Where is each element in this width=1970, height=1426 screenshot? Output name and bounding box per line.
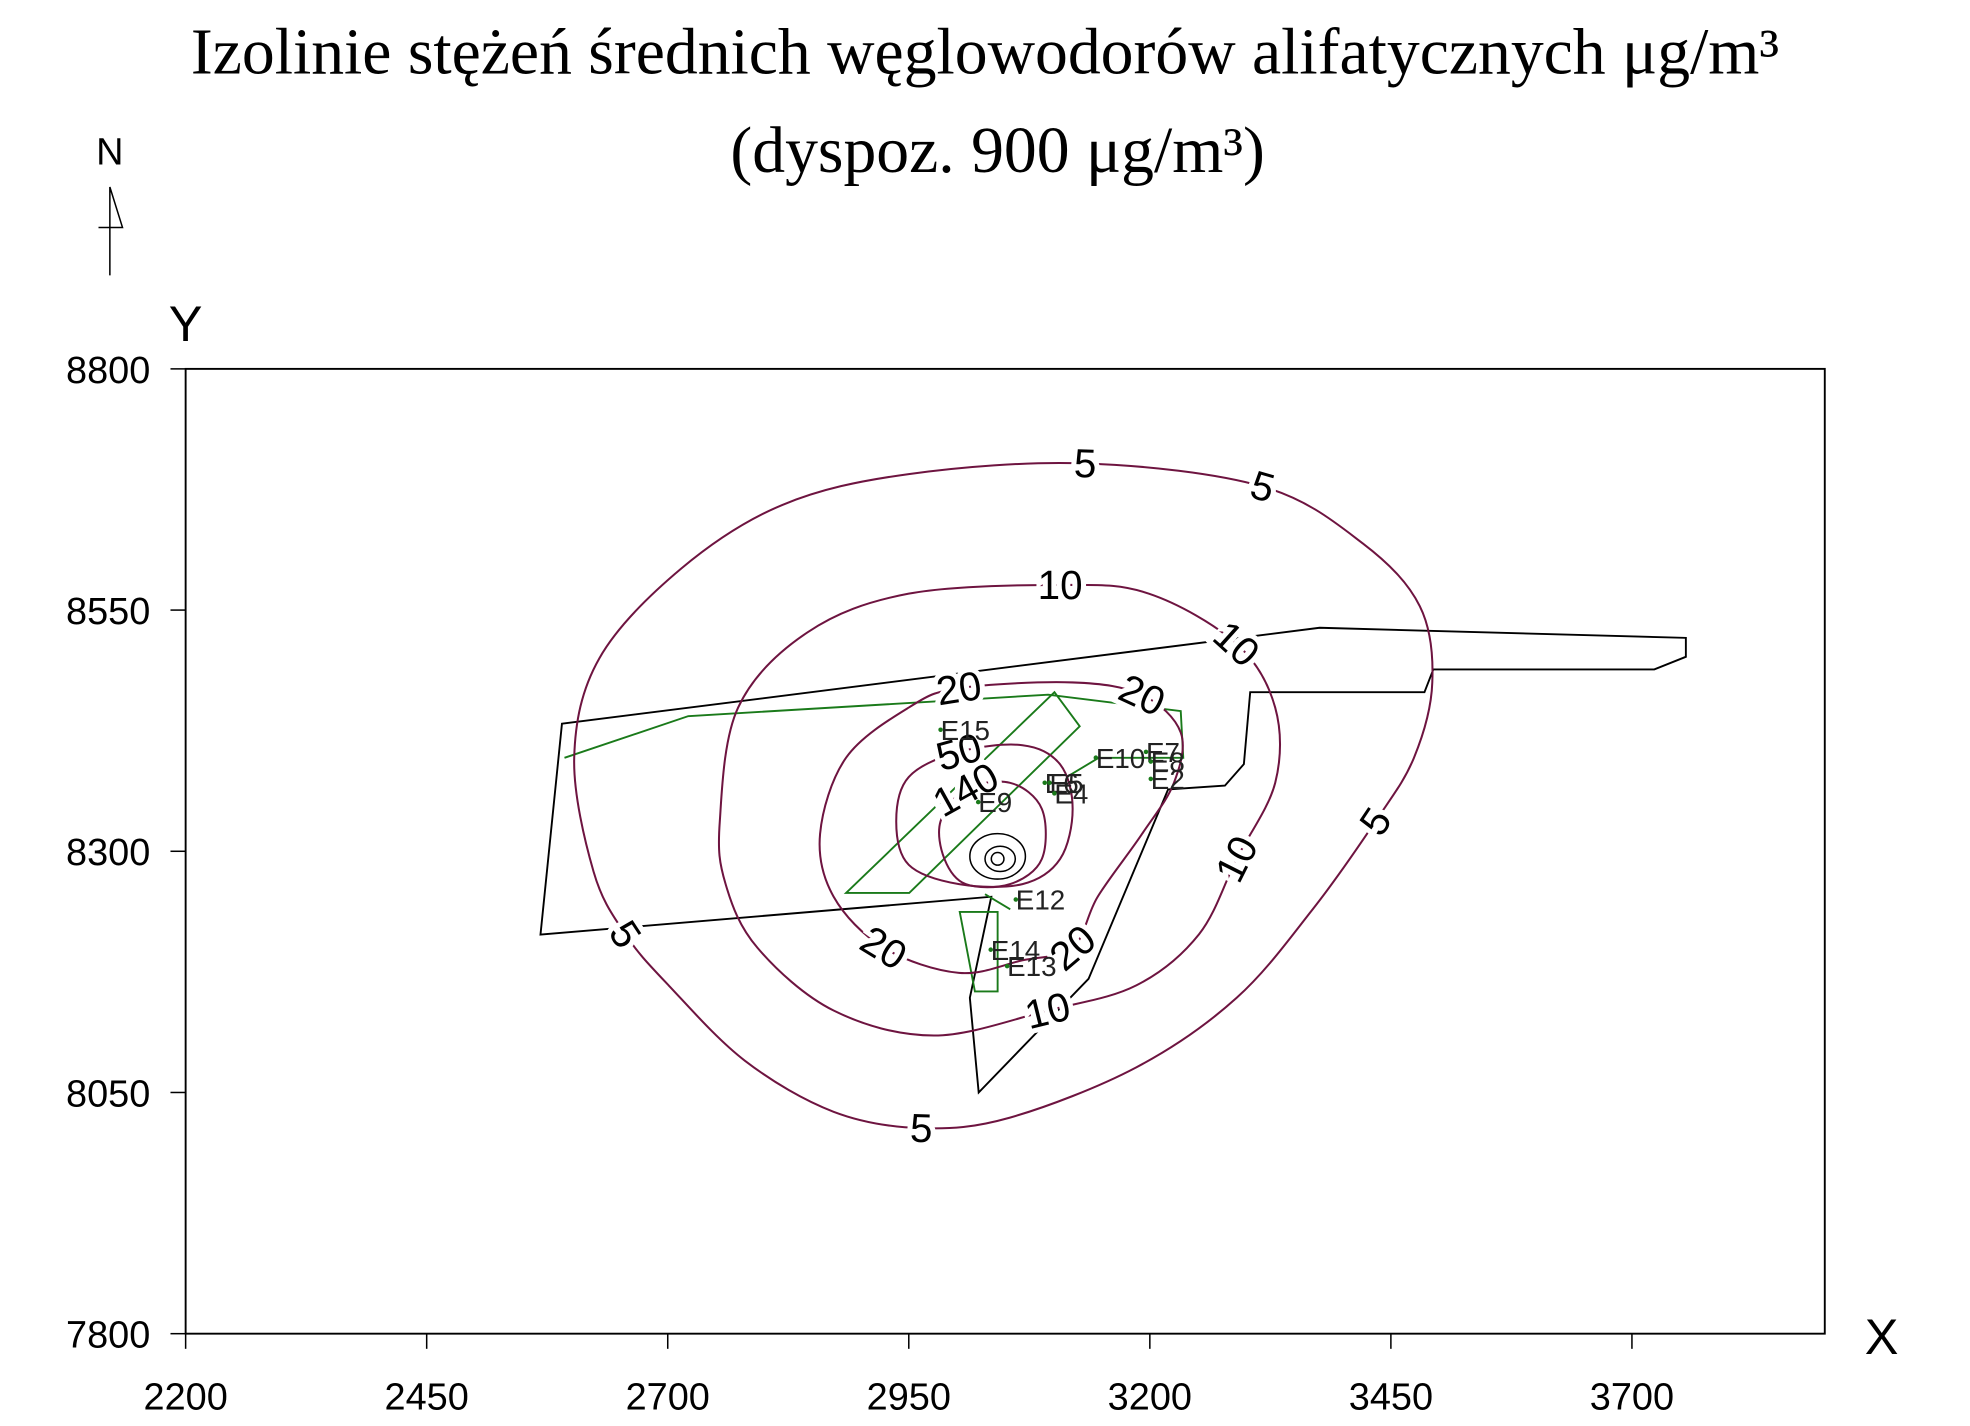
x-tick-label: 2700	[626, 1376, 710, 1418]
source-label: E14	[991, 935, 1040, 966]
isoline	[573, 462, 1434, 1130]
source-label: E13	[1007, 951, 1056, 982]
source-label: E12	[1016, 885, 1065, 916]
x-tick-label: 2450	[385, 1376, 469, 1418]
isoline	[895, 743, 1074, 888]
source-point	[1052, 791, 1057, 796]
x-tick-label: 3450	[1349, 1376, 1433, 1418]
isoline	[818, 681, 1184, 975]
y-tick-label: 8550	[66, 591, 150, 633]
x-tick-label: 2950	[867, 1376, 951, 1418]
source-point	[1047, 780, 1052, 786]
source-point	[1143, 749, 1149, 755]
x-tick-label: 3700	[1590, 1376, 1674, 1418]
y-tick-label: 7800	[66, 1315, 150, 1357]
north-label: N	[96, 131, 123, 173]
facility-outline	[539, 626, 1687, 1095]
inner-isolines	[969, 832, 1027, 880]
source-label: E8	[1151, 747, 1185, 778]
source-label: E15	[941, 715, 990, 746]
isoline-label: 20	[933, 662, 984, 714]
source-point	[1093, 755, 1099, 760]
source-label: E4	[1054, 778, 1088, 809]
isoline	[717, 583, 1281, 1037]
isoline-label: 10	[1038, 562, 1083, 608]
isoline-label: 5	[909, 1105, 933, 1152]
chart-title: Izolinie stężeń średnich węglowodorów al…	[191, 15, 1779, 88]
source-label: E2	[1151, 764, 1185, 795]
x-tick-label: 3200	[1108, 1376, 1192, 1418]
isoline	[938, 780, 1047, 889]
x-axis-label: X	[1865, 1308, 1899, 1365]
isoline-label: 5	[1073, 440, 1097, 487]
source-point	[938, 727, 943, 732]
source-label: E10	[1096, 743, 1145, 774]
source-point	[975, 799, 981, 805]
y-tick-label: 8050	[66, 1073, 150, 1115]
chart-subtitle: (dyspoz. 900 μg/m³)	[730, 114, 1264, 187]
source-point	[988, 947, 994, 952]
x-tick-label: 2200	[144, 1376, 228, 1418]
source-point	[1148, 776, 1154, 782]
y-tick-label: 8300	[66, 832, 150, 874]
source-point	[1004, 963, 1010, 969]
installation-outline	[564, 690, 1185, 993]
y-axis-label: Y	[169, 295, 203, 352]
y-tick-label: 8800	[66, 350, 150, 392]
source-label: E9	[978, 787, 1012, 818]
source-point	[1042, 780, 1048, 786]
source-point	[1148, 759, 1154, 764]
north-arrow	[98, 186, 124, 276]
source-point	[1013, 897, 1019, 902]
